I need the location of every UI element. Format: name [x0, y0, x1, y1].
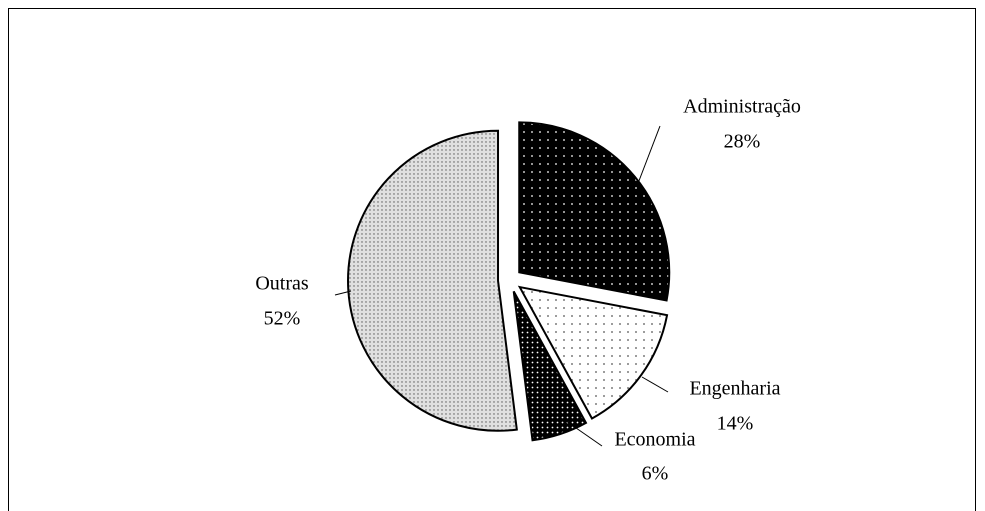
pie-slice	[518, 121, 671, 302]
leader-line	[636, 125, 661, 187]
slice-value-label: 52%	[264, 308, 301, 330]
slice-value-label: 6%	[642, 463, 669, 485]
pie-slice	[512, 290, 588, 442]
pie-slice	[347, 129, 518, 432]
leader-line	[565, 420, 603, 447]
pie-slice	[517, 285, 669, 420]
leader-line	[641, 376, 669, 393]
slice-label: Economia	[614, 429, 695, 451]
slice-label: Engenharia	[689, 378, 780, 400]
slice-value-label: 14%	[717, 413, 754, 435]
slice-value-label: 28%	[724, 131, 761, 153]
slice-label: Outras	[255, 273, 309, 295]
slice-label: Administração	[683, 96, 801, 118]
leader-line	[334, 290, 352, 296]
